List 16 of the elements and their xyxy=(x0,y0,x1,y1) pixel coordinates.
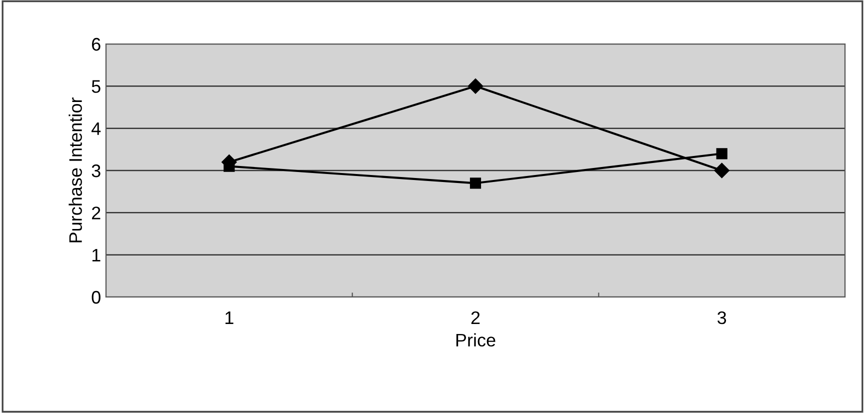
x-tick-label: 2 xyxy=(471,311,480,324)
y-axis-title: Purchase Intentior xyxy=(68,98,82,242)
y-tick-label: 5 xyxy=(92,80,100,93)
y-tick-label: 0 xyxy=(92,290,100,304)
y-tick-label: 3 xyxy=(92,164,100,178)
x-tick-label: 3 xyxy=(718,311,726,324)
point xyxy=(714,162,730,178)
x-tick-label: 1 xyxy=(226,312,234,324)
point xyxy=(468,78,484,94)
point xyxy=(470,178,482,189)
y-tick-label: 1 xyxy=(92,248,100,262)
y-tick-label: 2 xyxy=(92,206,100,220)
y-tick-label: 4 xyxy=(92,122,101,135)
x-axis-title: Price xyxy=(456,333,496,347)
y-tick-label: 6 xyxy=(92,38,100,51)
point xyxy=(716,148,728,160)
